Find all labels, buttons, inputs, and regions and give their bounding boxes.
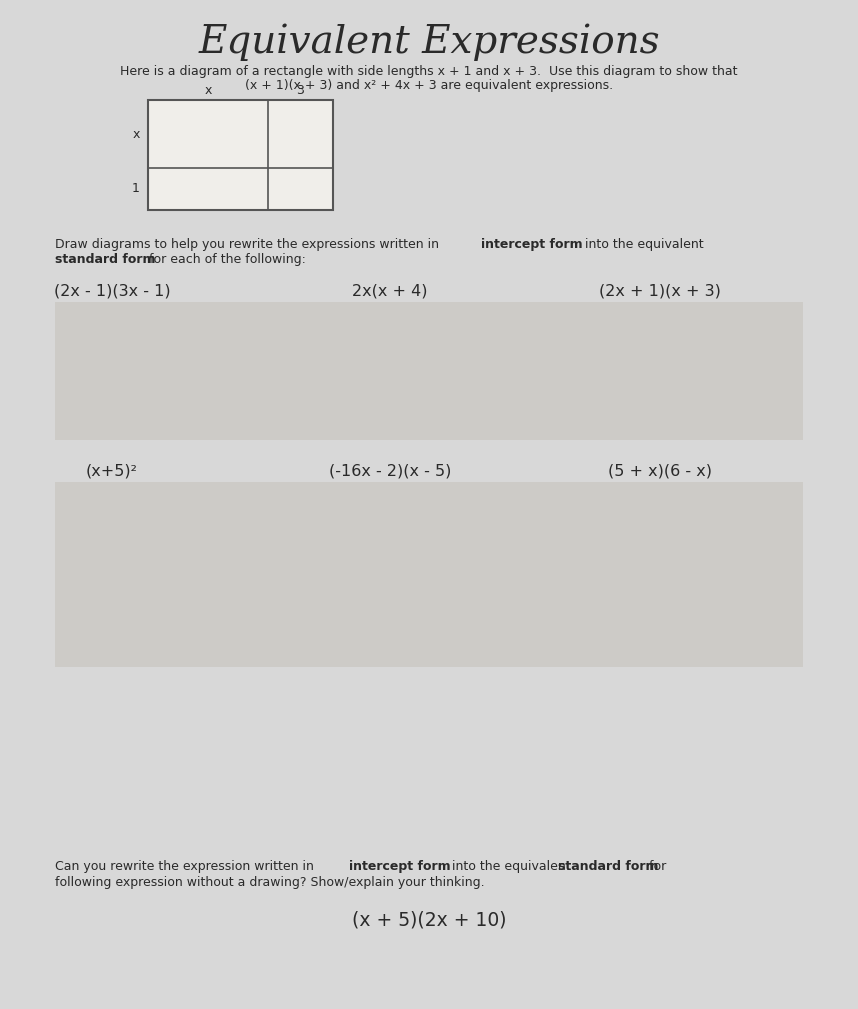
Text: Here is a diagram of a rectangle with side lengths x + 1 and x + 3.  Use this di: Here is a diagram of a rectangle with si…	[120, 66, 738, 79]
Text: for: for	[645, 860, 667, 873]
Text: x: x	[132, 127, 140, 140]
Text: into the equivalent: into the equivalent	[581, 238, 704, 251]
Text: (5 + x)(6 - x): (5 + x)(6 - x)	[608, 463, 712, 478]
Text: 3: 3	[297, 85, 305, 98]
Text: 1: 1	[132, 183, 140, 196]
Text: standard form: standard form	[55, 253, 155, 266]
Text: (x + 1)(x + 3) and x² + 4x + 3 are equivalent expressions.: (x + 1)(x + 3) and x² + 4x + 3 are equiv…	[245, 80, 613, 93]
Text: x: x	[204, 85, 212, 98]
Text: into the equivalent: into the equivalent	[448, 860, 575, 873]
Bar	[55, 482, 803, 667]
Bar	[55, 302, 803, 440]
Text: (x + 5)(2x + 10): (x + 5)(2x + 10)	[352, 910, 506, 929]
Bar	[148, 100, 333, 210]
Text: (-16x - 2)(x - 5): (-16x - 2)(x - 5)	[329, 463, 451, 478]
Text: (x+5)²: (x+5)²	[86, 463, 138, 478]
Text: intercept form: intercept form	[349, 860, 450, 873]
Text: for each of the following:: for each of the following:	[145, 253, 305, 266]
Text: (2x + 1)(x + 3): (2x + 1)(x + 3)	[599, 284, 721, 299]
Text: Draw diagrams to help you rewrite the expressions written in: Draw diagrams to help you rewrite the ex…	[55, 238, 443, 251]
Text: Can you rewrite the expression written in: Can you rewrite the expression written i…	[55, 860, 317, 873]
Text: (2x - 1)(3x - 1): (2x - 1)(3x - 1)	[54, 284, 170, 299]
Text: Equivalent Expressions: Equivalent Expressions	[198, 23, 660, 61]
Text: standard form: standard form	[558, 860, 658, 873]
Text: following expression without a drawing? Show/explain your thinking.: following expression without a drawing? …	[55, 876, 485, 889]
Text: intercept form: intercept form	[481, 238, 583, 251]
Text: 2x(x + 4): 2x(x + 4)	[353, 284, 428, 299]
